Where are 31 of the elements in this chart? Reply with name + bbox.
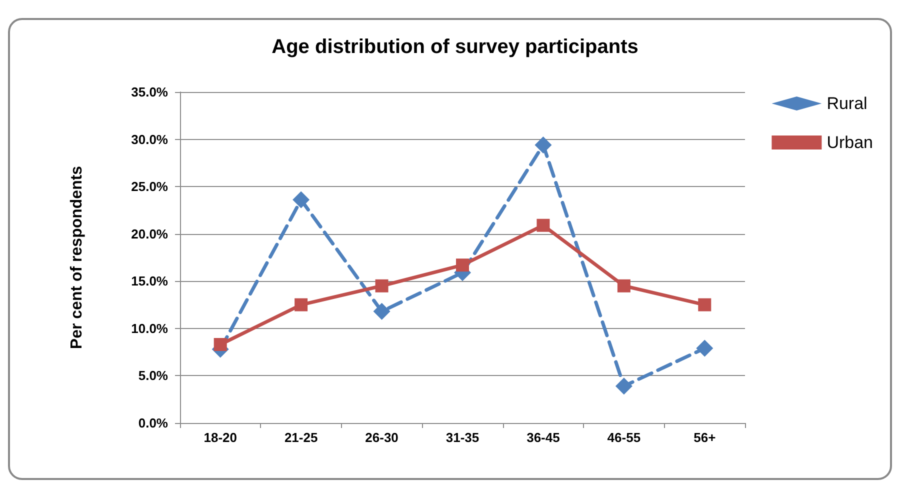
- legend-label: Urban: [826, 133, 874, 152]
- point: [294, 298, 308, 312]
- point: [615, 378, 632, 395]
- y-axis-title: Per cent of respondents: [68, 166, 86, 350]
- legend-label: Rural: [826, 94, 868, 113]
- x-tick-label: 18-20: [204, 430, 237, 445]
- x-tick-label: 36-45: [526, 430, 560, 445]
- point: [698, 298, 712, 312]
- y-tick-label: 30.0%: [131, 132, 168, 147]
- y-tick-label: 15.0%: [131, 274, 168, 289]
- point: [536, 218, 550, 232]
- x-tick-label: 31-35: [446, 430, 480, 445]
- point: [373, 302, 390, 320]
- point: [617, 279, 630, 292]
- x-tick-label: 26-30: [365, 430, 398, 445]
- x-tick-label: 56+: [694, 430, 716, 445]
- point: [534, 136, 552, 154]
- y-tick-label: 10.0%: [131, 320, 168, 336]
- point: [214, 338, 227, 352]
- y-tick-label: 20.0%: [131, 226, 168, 242]
- point: [696, 340, 714, 357]
- x-tick-label: 46-55: [607, 430, 641, 445]
- y-tick-label: 35.0%: [131, 84, 168, 100]
- point: [292, 191, 310, 208]
- point: [456, 258, 469, 272]
- chart-title: Age distribution of survey participants: [272, 36, 638, 58]
- y-tick-label: 25.0%: [131, 179, 168, 194]
- y-tick-label: 5.0%: [138, 368, 168, 384]
- y-tick-label: 0.0%: [138, 416, 168, 430]
- x-tick-label: 21-25: [284, 430, 318, 445]
- point: [375, 279, 388, 292]
